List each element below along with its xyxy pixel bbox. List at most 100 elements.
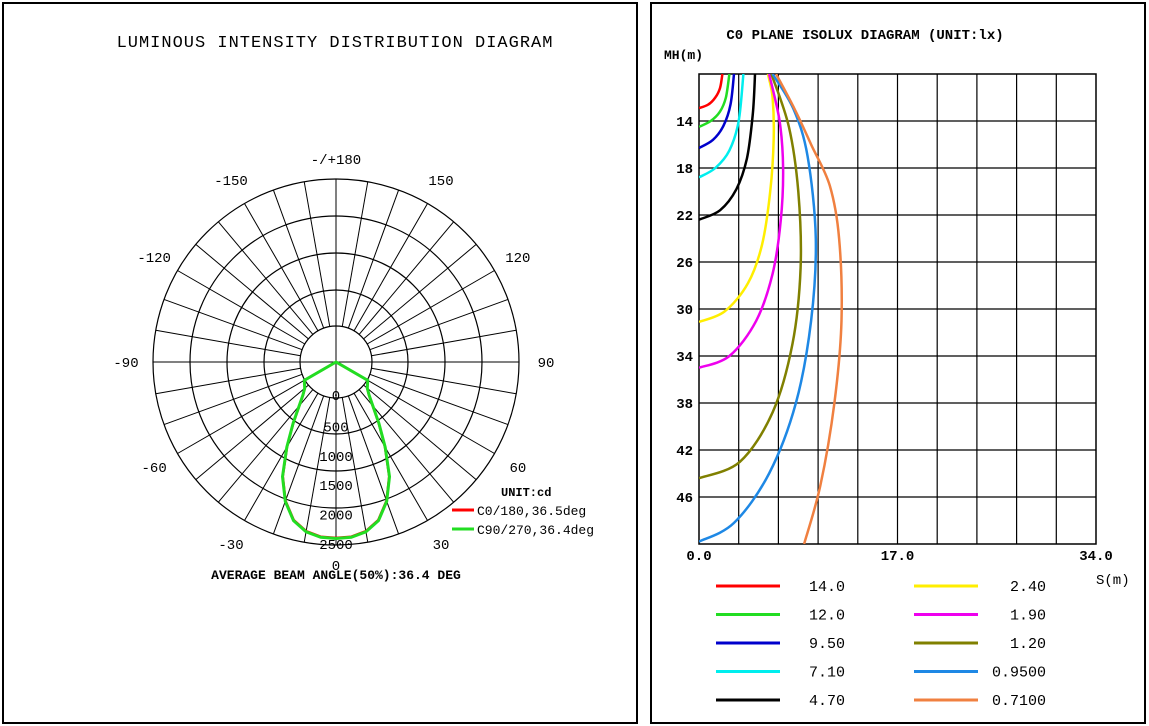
unit-label: UNIT:cd <box>501 486 551 500</box>
angle-tick-label: 30 <box>433 538 450 554</box>
isolux-legend-label: 14.0 <box>809 579 845 596</box>
x-tick-label: 34.0 <box>1079 549 1113 565</box>
polar-spoke <box>272 395 325 535</box>
radial-tick-label: 0 <box>332 389 340 405</box>
isolux-curve-2_40 <box>699 74 776 324</box>
y-tick-label: 18 <box>676 162 693 178</box>
isolux-legend-label: 1.20 <box>1010 636 1046 653</box>
polar-spoke <box>353 203 428 332</box>
y-tick-label: 38 <box>676 397 693 413</box>
isolux-legend: 14.0 12.0 9.50 7.10 4.70 2.40 1.90 1.20 0.9500 0.… <box>716 579 1046 710</box>
polar-panel: LUMINOUS INTENSITY DISTRIBUTION DIAGRAM … <box>2 2 638 724</box>
polar-spoke <box>195 243 309 340</box>
angle-tick-label: -60 <box>142 461 167 477</box>
polar-chart: LUMINOUS INTENSITY DISTRIBUTION DIAGRAM … <box>113 34 594 583</box>
x-tick-label: 17.0 <box>881 549 915 565</box>
polar-spoke <box>244 203 319 332</box>
radial-tick-label: 500 <box>323 420 348 436</box>
polar-spoke <box>347 395 400 535</box>
isolux-curve-14_0 <box>699 74 724 110</box>
polar-spoke <box>163 373 303 426</box>
angle-tick-label: 120 <box>505 251 530 267</box>
polar-spoke <box>358 221 455 335</box>
polar-spoke <box>163 298 303 351</box>
polar-spoke <box>272 189 325 329</box>
x-tick-label: 0.0 <box>686 549 711 565</box>
polar-spoke <box>177 270 306 345</box>
angle-tick-label: 60 <box>509 461 526 477</box>
angle-tick-label: -120 <box>137 251 171 267</box>
angle-tick-label: 90 <box>538 356 555 372</box>
polar-legend-label: C0/180,36.5deg <box>477 504 586 519</box>
radial-tick-label: 2500 <box>319 538 353 554</box>
polar-spoke <box>366 379 495 454</box>
isolux-curve-0_7100 <box>774 74 843 544</box>
polar-spoke <box>363 384 477 481</box>
y-tick-label: 14 <box>676 115 693 131</box>
isolux-legend-label: 9.50 <box>809 636 845 653</box>
isolux-panel: C0 PLANE ISOLUX DIAGRAM (UNIT:lx) MH(m) … <box>650 2 1146 724</box>
isolux-legend-label: 2.40 <box>1010 579 1046 596</box>
angle-tick-label: -150 <box>214 174 248 190</box>
polar-legend-label: C90/270,36.4deg <box>477 523 594 538</box>
radial-tick-label: 1500 <box>319 479 353 495</box>
isolux-curve-4_70 <box>699 74 757 221</box>
isolux-curve-1_20 <box>699 74 803 480</box>
radial-tick-label: 2000 <box>319 509 353 525</box>
polar-series <box>280 360 392 541</box>
polar-series-c90-270 <box>280 360 392 541</box>
x-axis-label: S(m) <box>1096 573 1130 589</box>
polar-spoke <box>217 221 314 335</box>
isolux-legend-label: 0.7100 <box>992 693 1046 710</box>
y-axis-label: MH(m) <box>664 48 703 63</box>
polar-spoke <box>369 373 509 426</box>
polar-spoke <box>244 392 319 521</box>
polar-spoke <box>347 189 400 329</box>
isolux-curve-12_0 <box>699 74 731 129</box>
isolux-grid <box>698 73 1097 545</box>
isolux-chart: C0 PLANE ISOLUX DIAGRAM (UNIT:lx) MH(m) … <box>664 28 1130 710</box>
isolux-legend-label: 1.90 <box>1010 608 1046 625</box>
angle-tick-label: 0 <box>332 559 340 575</box>
polar-spoke <box>303 181 331 327</box>
polar-spoke <box>363 243 477 340</box>
beam-angle-footer: AVERAGE BEAM ANGLE(50%):36.4 DEG <box>211 568 461 583</box>
polar-spoke <box>341 181 369 327</box>
y-tick-label: 26 <box>676 256 693 272</box>
polar-spoke <box>371 367 517 395</box>
isolux-curve-1_90 <box>699 74 785 369</box>
isolux-x-ticks: 0.0 17.0 34.0 <box>686 549 1112 565</box>
polar-legend: C0/180,36.5deg C90/270,36.4deg <box>452 504 594 538</box>
polar-spoke <box>341 397 369 543</box>
polar-spoke <box>195 384 309 481</box>
polar-grid <box>152 178 520 546</box>
polar-spoke <box>303 397 331 543</box>
isolux-curve-0_9500 <box>699 74 818 543</box>
angle-tick-label: 150 <box>428 174 453 190</box>
isolux-legend-label: 7.10 <box>809 665 845 682</box>
y-tick-label: 30 <box>676 303 693 319</box>
isolux-curve-9_50 <box>699 74 736 150</box>
polar-spoke <box>353 392 428 521</box>
isolux-series <box>699 74 843 544</box>
isolux-curve-7_10 <box>699 74 745 179</box>
isolux-y-ticks: 14 18 22 26 30 34 38 42 46 <box>676 115 693 507</box>
radial-tick-label: 1000 <box>319 450 353 466</box>
isolux-legend-label: 0.9500 <box>992 665 1046 682</box>
polar-spoke <box>366 270 495 345</box>
polar-angle-labels: -/+180 150 -150 120 -120 90 -90 60 -60 30 -30 0 <box>113 153 554 575</box>
isolux-legend-label: 12.0 <box>809 608 845 625</box>
y-tick-label: 34 <box>676 350 693 366</box>
polar-radial-labels: 0 500 1000 1500 2000 2500 <box>319 389 353 554</box>
isolux-legend-label: 4.70 <box>809 693 845 710</box>
polar-spoke <box>155 367 301 395</box>
polar-title: LUMINOUS INTENSITY DISTRIBUTION DIAGRAM <box>117 34 554 53</box>
isolux-title: C0 PLANE ISOLUX DIAGRAM (UNIT:lx) <box>726 28 1003 44</box>
polar-spoke <box>177 379 306 454</box>
angle-tick-label: -/+180 <box>311 153 361 169</box>
angle-tick-label: -90 <box>113 356 138 372</box>
y-tick-label: 22 <box>676 209 693 225</box>
y-tick-label: 46 <box>676 491 693 507</box>
y-tick-label: 42 <box>676 444 693 460</box>
angle-tick-label: -30 <box>218 538 243 554</box>
